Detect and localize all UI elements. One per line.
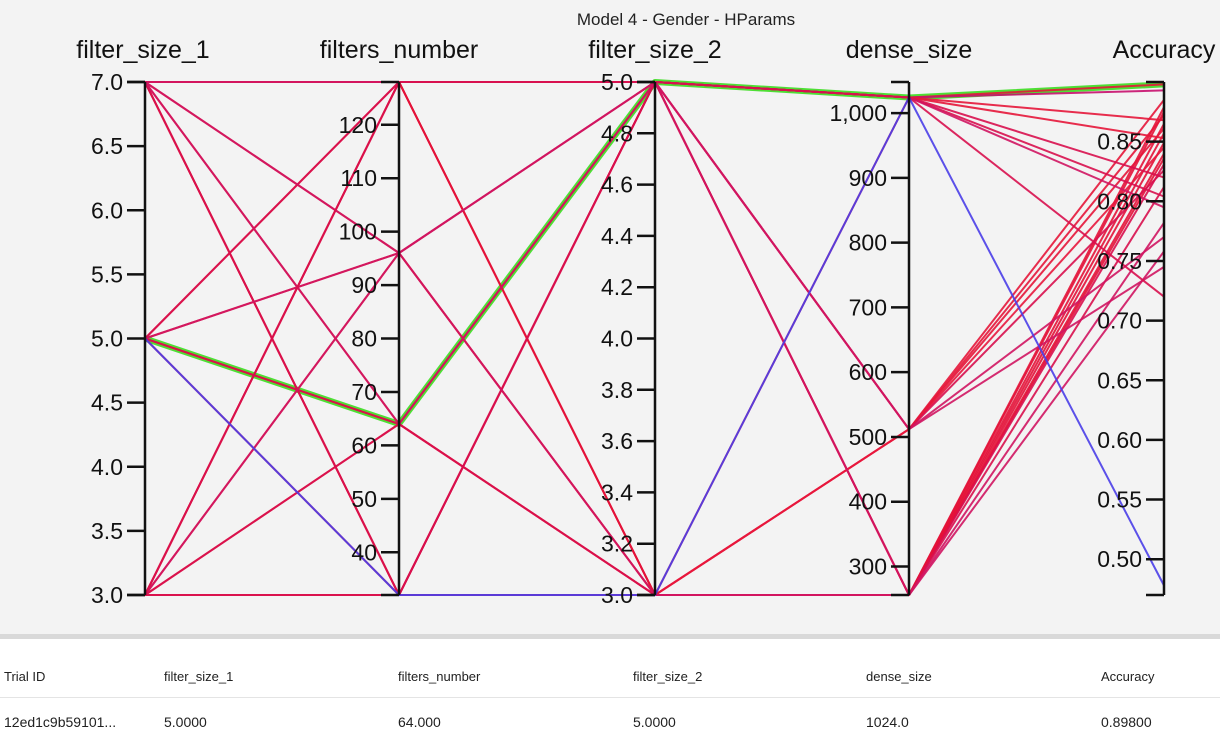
tick-label: 4.4 [601, 223, 633, 249]
tick-label: 70 [351, 379, 377, 405]
tick-label: 80 [351, 326, 377, 352]
tick-label: 4.8 [601, 120, 633, 146]
tick-label: 0.80 [1097, 188, 1142, 214]
tick-label: 40 [351, 539, 377, 565]
tick-label: 0.55 [1097, 487, 1142, 513]
tick-label: 300 [849, 554, 887, 580]
tick-label: 3.6 [601, 428, 633, 454]
tick-label: 900 [849, 165, 887, 191]
col-header-filters-number[interactable]: filters_number [398, 669, 481, 684]
axis-title: filter_size_1 [76, 36, 209, 64]
tick-label: 3.2 [601, 531, 633, 557]
tick-label: 100 [339, 219, 377, 245]
cell-filters-number: 64.000 [398, 714, 441, 730]
tick-label: 500 [849, 424, 887, 450]
tick-label: 3.5 [91, 518, 123, 544]
tick-label: 7.0 [91, 69, 123, 95]
axis-filters-number[interactable]: filters_number 120 110 100 90 80 70 60 50 40 [320, 36, 478, 597]
axis-title: Accuracy [1113, 36, 1216, 64]
chart-title: Model 4 - Gender - HParams [577, 10, 795, 29]
tick-label: 0.75 [1097, 248, 1142, 274]
cell-dense-size: 1024.0 [866, 714, 909, 730]
tick-label: 4.0 [601, 326, 633, 352]
tick-label: 4.0 [91, 454, 123, 480]
cell-trial-id: 12ed1c9b59101... [4, 714, 117, 730]
col-header-dense-size[interactable]: dense_size [866, 669, 932, 684]
tick-label: 0.70 [1097, 308, 1142, 334]
tick-label: 5.5 [91, 261, 123, 287]
tick-label: 60 [351, 432, 377, 458]
tick-label: 400 [849, 489, 887, 515]
axis-accuracy[interactable]: Accuracy 0.85 0.80 0.75 0.70 0.65 0.60 0.55 0.50 [1097, 36, 1216, 597]
tick-label: 5.0 [601, 69, 633, 95]
axes: filter_size_1 7.0 6.5 6.0 5.5 5.0 4.5 4.0 3.5 3.0… [76, 36, 1216, 608]
tick-label: 3.8 [601, 377, 633, 403]
cell-filter-size-1: 5.0000 [164, 714, 207, 730]
tick-label: 3.0 [91, 582, 123, 608]
tick-label: 120 [339, 112, 377, 138]
tick-label: 50 [351, 486, 377, 512]
hparams-chart-panel: Model 4 - Gender - HParams filter_size_1… [0, 0, 1220, 634]
col-header-filter-size-1[interactable]: filter_size_1 [164, 669, 234, 684]
tick-label: 4.6 [601, 172, 633, 198]
tick-label: 0.50 [1097, 546, 1142, 572]
tick-label: 800 [849, 230, 887, 256]
tick-label: 700 [849, 294, 887, 320]
tick-label: 110 [340, 165, 377, 191]
col-header-trial-id[interactable]: Trial ID [4, 669, 46, 684]
axis-title: filter_size_2 [588, 36, 721, 64]
axis-title: filters_number [320, 36, 478, 64]
tick-label: 0.65 [1097, 367, 1142, 393]
parallel-coordinates-chart: Model 4 - Gender - HParams filter_size_1… [76, 10, 1216, 608]
tick-label: 5.0 [91, 326, 123, 352]
col-header-accuracy[interactable]: Accuracy [1101, 669, 1155, 684]
table-row[interactable]: 12ed1c9b59101... 5.0000 64.000 5.0000 10… [0, 697, 1220, 738]
tick-label: 1,000 [829, 100, 887, 126]
cell-filter-size-2: 5.0000 [633, 714, 676, 730]
panel-divider [0, 634, 1220, 639]
table-header-row: Trial ID filter_size_1 filters_number fi… [0, 657, 1220, 697]
tick-label: 600 [849, 359, 887, 385]
trials-table: Trial ID filter_size_1 filters_number fi… [0, 639, 1220, 737]
tick-label: 3.0 [601, 582, 633, 608]
tick-label: 0.85 [1097, 129, 1142, 155]
axis-title: dense_size [846, 36, 972, 64]
axis-dense-size[interactable]: dense_size 1,000 900 800 700 600 500 400 300 [829, 36, 972, 597]
axis-filter-size-1[interactable]: filter_size_1 7.0 6.5 6.0 5.5 5.0 4.5 4.0 3.5 3.0 [76, 36, 209, 608]
tick-label: 90 [351, 272, 377, 298]
tick-label: 6.0 [91, 197, 123, 223]
axis-filter-size-2[interactable]: filter_size_2 5.0 4.8 4.6 4.4 4.2 4.0 3.8 3.6 3.4… [588, 36, 721, 608]
tick-label: 4.5 [91, 390, 123, 416]
tick-label: 3.4 [601, 479, 633, 505]
tick-label: 0.60 [1097, 427, 1142, 453]
col-header-filter-size-2[interactable]: filter_size_2 [633, 669, 703, 684]
tick-label: 6.5 [91, 133, 123, 159]
tick-label: 4.2 [601, 274, 633, 300]
cell-accuracy: 0.89800 [1101, 714, 1152, 730]
